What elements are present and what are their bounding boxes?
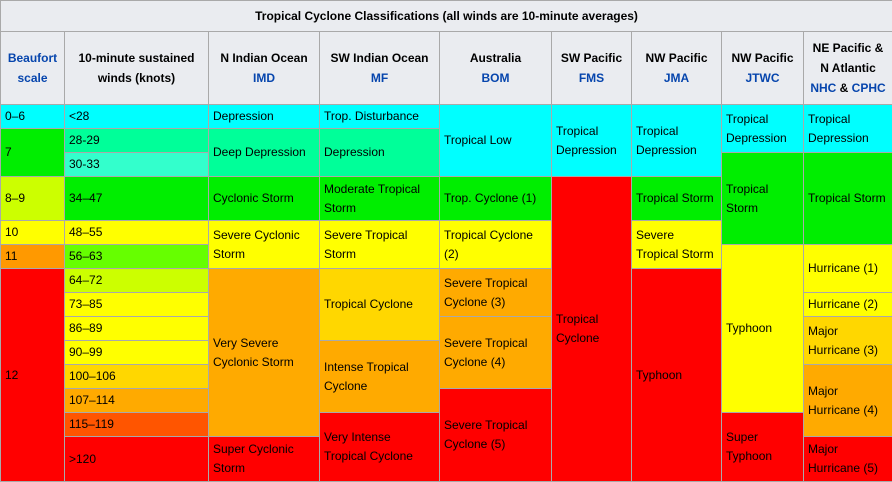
winds-cell: >120	[65, 437, 209, 482]
mf-cell: Moderate Tropical Storm	[320, 177, 440, 221]
winds-cell: 64–72	[65, 269, 209, 293]
mf-cell: Depression	[320, 129, 440, 177]
bom-cell: Severe Tropical Cyclone (5)	[440, 389, 552, 482]
winds-cell: 28-29	[65, 129, 209, 153]
table-title: Tropical Cyclone Classifications (all wi…	[1, 1, 892, 32]
winds-cell: 34–47	[65, 177, 209, 221]
agency-link-jtwc[interactable]: JTWC	[746, 71, 780, 85]
fms-cell: Tropical Cyclone	[552, 177, 632, 482]
beaufort-cell: 11	[1, 245, 65, 269]
agency-link-fms[interactable]: FMS	[579, 71, 604, 85]
imd-cell: Very Severe Cyclonic Storm	[209, 269, 320, 437]
nhc-cell: Major Hurricane (5)	[804, 437, 892, 482]
jma-cell: Typhoon	[632, 269, 722, 482]
nhc-cell: Tropical Storm	[804, 153, 892, 245]
imd-cell: Depression	[209, 105, 320, 129]
winds-cell: <28	[65, 105, 209, 129]
winds-cell: 48–55	[65, 221, 209, 245]
agency-link-cphc[interactable]: CPHC	[852, 81, 886, 95]
nhc-cell: Major Hurricane (4)	[804, 365, 892, 437]
imd-cell: Deep Depression	[209, 129, 320, 177]
imd-cell: Severe Cyclonic Storm	[209, 221, 320, 269]
agency-link-nhc[interactable]: NHC	[810, 81, 836, 95]
imd-cell: Super Cyclonic Storm	[209, 437, 320, 482]
winds-cell: 115–119	[65, 413, 209, 437]
jma-cell: Severe Tropical Storm	[632, 221, 722, 269]
winds-cell: 73–85	[65, 293, 209, 317]
winds-cell: 86–89	[65, 317, 209, 341]
imd-cell: Cyclonic Storm	[209, 177, 320, 221]
winds-cell: 107–114	[65, 389, 209, 413]
agency-link-mf[interactable]: MF	[371, 71, 388, 85]
agency-link-bom[interactable]: BOM	[482, 71, 510, 85]
bom-cell: Trop. Cyclone (1)	[440, 177, 552, 221]
mf-cell: Very Intense Tropical Cyclone	[320, 413, 440, 482]
agency-link-imd[interactable]: IMD	[253, 71, 275, 85]
nhc-cell: Hurricane (2)	[804, 293, 892, 317]
winds-cell: 90–99	[65, 341, 209, 365]
jtwc-cell: Super Typhoon	[722, 413, 804, 482]
bom-cell: Tropical Low	[440, 105, 552, 177]
bom-cell: Tropical Cyclone (2)	[440, 221, 552, 269]
beaufort-cell: 8–9	[1, 177, 65, 221]
mf-cell: Intense Tropical Cyclone	[320, 341, 440, 413]
nhc-cell: Hurricane (1)	[804, 245, 892, 293]
jtwc-cell: Tropical Depression	[722, 105, 804, 153]
mf-cell: Severe Tropical Storm	[320, 221, 440, 269]
winds-cell: 100–106	[65, 365, 209, 389]
beaufort-cell: 12	[1, 269, 65, 482]
bom-cell: Severe Tropical Cyclone (4)	[440, 317, 552, 389]
beaufort-cell: 0–6	[1, 105, 65, 129]
agency-link-jma[interactable]: JMA	[664, 71, 689, 85]
nhc-cell: Major Hurricane (3)	[804, 317, 892, 365]
mf-cell: Trop. Disturbance	[320, 105, 440, 129]
jtwc-cell: Tropical Storm	[722, 153, 804, 245]
bom-cell: Severe Tropical Cyclone (3)	[440, 269, 552, 317]
jma-cell: Tropical Depression	[632, 105, 722, 177]
jma-cell: Tropical Storm	[632, 177, 722, 221]
winds-cell: 56–63	[65, 245, 209, 269]
beaufort-cell: 7	[1, 129, 65, 177]
jtwc-cell: Typhoon	[722, 245, 804, 413]
beaufort-cell: 10	[1, 221, 65, 245]
nhc-cell: Tropical Depression	[804, 105, 892, 153]
winds-cell: 30-33	[65, 153, 209, 177]
mf-cell: Tropical Cyclone	[320, 269, 440, 341]
fms-cell: Tropical Depression	[552, 105, 632, 177]
